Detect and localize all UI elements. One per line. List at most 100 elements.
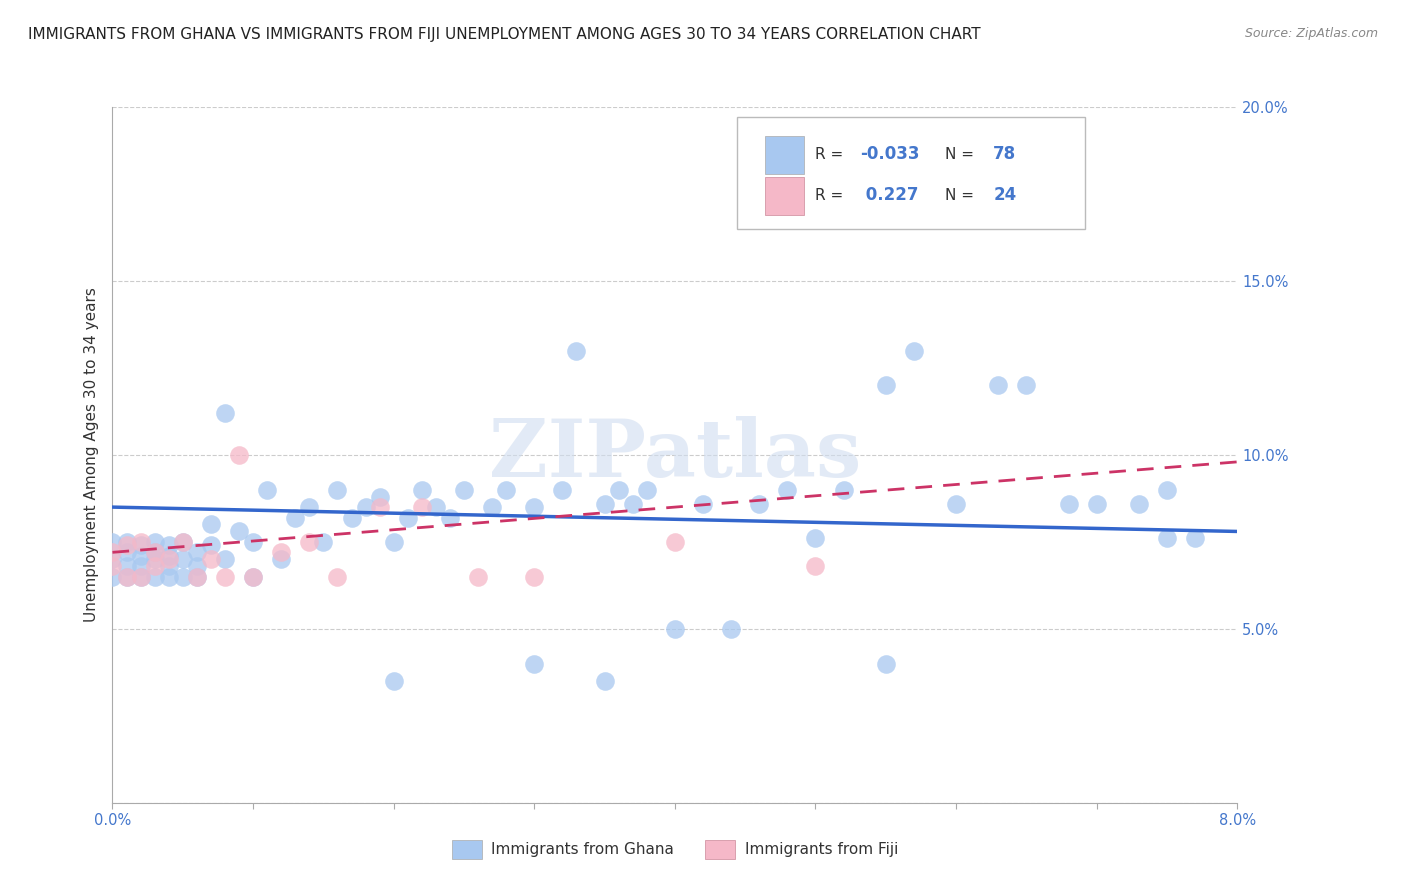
Point: [425, 500, 447, 514]
Point: [945, 497, 967, 511]
Point: [875, 378, 897, 392]
Point: [495, 483, 517, 497]
Point: [270, 545, 292, 559]
Point: [200, 552, 222, 566]
Point: [129, 570, 152, 584]
Point: [636, 483, 658, 497]
Point: [1184, 532, 1206, 546]
Point: [1128, 497, 1150, 511]
Point: [1015, 378, 1038, 392]
Point: [101, 570, 124, 584]
Point: [284, 510, 307, 524]
Point: [115, 538, 138, 552]
Point: [143, 552, 166, 566]
Point: [143, 534, 166, 549]
Point: [200, 538, 222, 552]
Point: [200, 517, 222, 532]
Point: [368, 490, 391, 504]
Point: [242, 570, 264, 584]
Text: R =: R =: [815, 188, 844, 202]
Text: 78: 78: [993, 145, 1017, 163]
Point: [242, 570, 264, 584]
Text: ZIPatlas: ZIPatlas: [489, 416, 860, 494]
Point: [453, 483, 475, 497]
Point: [115, 534, 138, 549]
Point: [664, 622, 686, 636]
Point: [186, 570, 208, 584]
Point: [186, 545, 208, 559]
Point: [186, 570, 208, 584]
Text: Source: ZipAtlas.com: Source: ZipAtlas.com: [1244, 27, 1378, 40]
Point: [382, 534, 405, 549]
Point: [115, 570, 138, 584]
Point: [439, 510, 461, 524]
Point: [143, 559, 166, 574]
Text: 24: 24: [993, 186, 1017, 204]
Point: [354, 500, 377, 514]
Point: [298, 534, 321, 549]
Point: [1156, 532, 1178, 546]
Point: [172, 570, 194, 584]
Point: [875, 657, 897, 671]
Point: [115, 570, 138, 584]
Point: [270, 552, 292, 566]
Point: [903, 343, 925, 358]
Point: [157, 559, 180, 574]
FancyBboxPatch shape: [737, 118, 1085, 229]
Point: [326, 483, 349, 497]
Point: [143, 570, 166, 584]
Point: [172, 534, 194, 549]
Point: [607, 483, 630, 497]
Point: [1085, 497, 1108, 511]
Text: R =: R =: [815, 147, 844, 162]
Point: [692, 497, 714, 511]
Point: [129, 549, 152, 563]
Point: [312, 534, 335, 549]
Point: [411, 500, 433, 514]
Point: [551, 483, 574, 497]
Point: [129, 538, 152, 552]
Point: [115, 559, 138, 574]
Point: [621, 497, 644, 511]
Text: N =: N =: [945, 188, 974, 202]
Point: [340, 510, 363, 524]
Point: [115, 545, 138, 559]
Point: [411, 483, 433, 497]
Legend: Immigrants from Ghana, Immigrants from Fiji: Immigrants from Ghana, Immigrants from F…: [446, 834, 904, 864]
Point: [129, 534, 152, 549]
Point: [1057, 497, 1080, 511]
Point: [228, 524, 250, 539]
Point: [228, 448, 250, 462]
Point: [593, 497, 616, 511]
Point: [523, 657, 546, 671]
Point: [776, 483, 799, 497]
FancyBboxPatch shape: [765, 136, 804, 174]
Point: [214, 552, 236, 566]
Point: [157, 549, 180, 563]
Point: [143, 545, 166, 559]
Point: [523, 500, 546, 514]
Point: [593, 674, 616, 689]
Point: [256, 483, 278, 497]
Point: [382, 674, 405, 689]
Point: [172, 552, 194, 566]
Point: [720, 622, 742, 636]
Point: [172, 534, 194, 549]
Point: [326, 570, 349, 584]
Point: [832, 483, 855, 497]
Y-axis label: Unemployment Among Ages 30 to 34 years: Unemployment Among Ages 30 to 34 years: [84, 287, 100, 623]
FancyBboxPatch shape: [765, 177, 804, 215]
Point: [157, 538, 180, 552]
Point: [157, 570, 180, 584]
Point: [101, 545, 124, 559]
Text: N =: N =: [945, 147, 974, 162]
Point: [101, 552, 124, 566]
Point: [748, 497, 770, 511]
Point: [368, 500, 391, 514]
Point: [242, 534, 264, 549]
Text: IMMIGRANTS FROM GHANA VS IMMIGRANTS FROM FIJI UNEMPLOYMENT AMONG AGES 30 TO 34 Y: IMMIGRANTS FROM GHANA VS IMMIGRANTS FROM…: [28, 27, 981, 42]
Point: [523, 570, 546, 584]
Point: [129, 559, 152, 574]
Point: [298, 500, 321, 514]
Point: [396, 510, 419, 524]
